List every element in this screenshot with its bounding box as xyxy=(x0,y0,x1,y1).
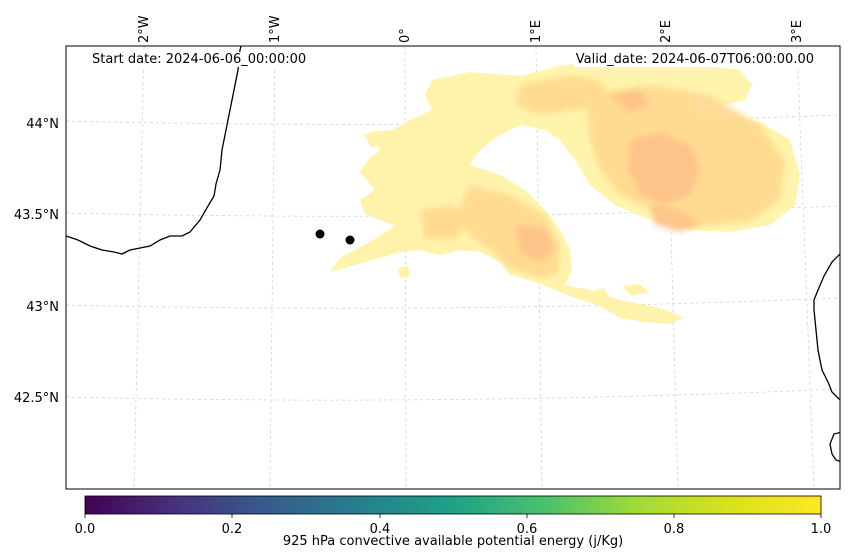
lon-tick-label: 1°E xyxy=(529,20,544,43)
lat-tick-label: 44°N xyxy=(26,117,59,132)
station-markers xyxy=(315,229,355,245)
station-marker xyxy=(345,235,355,245)
colorbar-tick-label: 0.2 xyxy=(222,522,243,537)
map-frame xyxy=(65,45,841,490)
colorbar-tick-label: 0.6 xyxy=(517,522,538,537)
colorbar-tick-label: 0.4 xyxy=(370,522,391,537)
lon-tick-label: 0° xyxy=(398,28,413,43)
colorbar: 0.0 0.2 0.4 0.6 0.8 1.0 925 hPa convecti… xyxy=(75,495,832,549)
valid-date-label: Valid_date: 2024-06-07T06:00:00.00 xyxy=(573,52,816,67)
lon-tick-label: 2°W xyxy=(137,15,152,43)
lon-tick-label: 1°W xyxy=(268,15,283,43)
start-date-label: Start date: 2024-06-06_00:00:00 xyxy=(90,52,309,67)
lon-tick-label: 3°E xyxy=(790,20,805,43)
longitude-labels: 2°W 1°W 0° 1°E 2°E 3°E xyxy=(137,15,805,43)
colorbar-tick-label: 1.0 xyxy=(811,522,832,537)
colorbar-tick-label: 0.8 xyxy=(664,522,685,537)
colorbar-gradient xyxy=(84,495,822,515)
lat-tick-label: 42.5°N xyxy=(14,391,59,406)
cape-field xyxy=(330,60,800,324)
lon-tick-label: 2°E xyxy=(659,20,674,43)
coastline xyxy=(66,46,840,463)
latitude-labels: 44°N 43.5°N 43°N 42.5°N xyxy=(14,117,59,406)
station-marker xyxy=(315,229,325,239)
colorbar-tick-label: 0.0 xyxy=(75,522,96,537)
colorbar-label: 925 hPa convective available potential e… xyxy=(283,534,623,549)
lat-tick-label: 43°N xyxy=(26,300,59,315)
lat-tick-label: 43.5°N xyxy=(14,208,59,223)
